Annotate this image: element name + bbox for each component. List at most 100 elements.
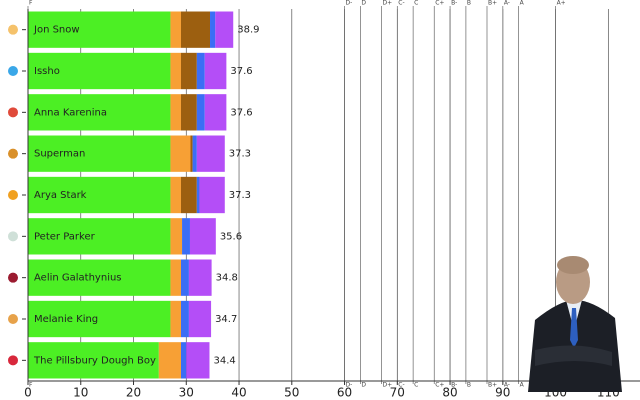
grade-label: A — [520, 382, 525, 389]
grade-label: F — [29, 382, 33, 389]
category-label: Superman — [34, 149, 85, 160]
bar-segment — [181, 176, 197, 214]
category-label: Aelin Galathynius — [34, 273, 122, 284]
category-label: Peter Parker — [34, 231, 96, 242]
grade-label: F — [29, 0, 33, 7]
grade-label: B+ — [488, 382, 497, 389]
meme-figure — [528, 256, 622, 392]
category-label: Arya Stark — [34, 190, 87, 201]
bar-segment — [181, 300, 189, 338]
category-label: The Pillsbury Dough Boy — [33, 355, 156, 366]
x-tick-label: 10 — [73, 386, 88, 400]
grade-label: D+ — [382, 382, 392, 389]
row-icon — [8, 355, 18, 366]
bar-segment — [28, 94, 171, 131]
grade-label: C — [414, 382, 418, 389]
grade-label: B- — [451, 0, 457, 7]
bar-segment — [192, 135, 197, 172]
bar-segment — [170, 52, 181, 90]
row-icon — [8, 272, 18, 283]
row-icon — [8, 66, 18, 76]
bar-segment — [28, 300, 171, 338]
grade-label: C+ — [435, 0, 444, 7]
bar-segment — [181, 11, 211, 48]
bar-segment — [204, 94, 227, 131]
bar-segment — [196, 52, 205, 90]
value-label: 34.8 — [216, 273, 238, 284]
bar-segment — [196, 176, 200, 214]
category-label: Melanie King — [34, 314, 98, 325]
x-tick-label: 80 — [442, 386, 457, 400]
category-label: Jon Snow — [33, 25, 80, 36]
grade-label: B+ — [488, 0, 497, 7]
bar-segment — [28, 259, 171, 296]
x-tick-label: 60 — [337, 386, 352, 400]
bar-segment — [188, 259, 212, 296]
bar-segment — [158, 342, 181, 379]
plot: F F D- D- D D D+ D+ C- C- C C C+ C+ B- B- B B B+ B+ A- A- A A A+… — [8, 0, 640, 400]
bar-segment — [28, 342, 159, 379]
bar-segment — [196, 94, 205, 131]
grade-label: C+ — [435, 382, 444, 389]
bar-segment — [181, 259, 189, 296]
bar-segment — [181, 52, 197, 90]
bar-segment — [181, 342, 187, 379]
bar-segment — [170, 218, 183, 255]
bar-segment — [170, 11, 181, 48]
x-tick-label: 0 — [24, 386, 32, 400]
row-icon — [8, 107, 18, 118]
bar-segment — [28, 135, 171, 172]
bar-segment — [196, 135, 225, 172]
bar-segment — [215, 11, 234, 48]
bar-segment — [182, 218, 190, 255]
bar-segment — [210, 11, 216, 48]
value-label: 38.9 — [237, 25, 259, 36]
x-tick-label: 90 — [495, 386, 510, 400]
grade-label: D — [361, 382, 366, 389]
bar-segment — [28, 52, 171, 90]
x-tick-label: 40 — [231, 386, 246, 400]
category-label: Issho — [34, 66, 60, 77]
value-label: 37.3 — [229, 190, 251, 201]
value-label: 34.7 — [215, 314, 237, 325]
value-label: 37.3 — [229, 149, 251, 160]
grade-label: C- — [398, 382, 404, 389]
grade-label: B- — [451, 382, 457, 389]
grade-label: D- — [346, 382, 353, 389]
bar-segment — [28, 176, 171, 214]
x-tick-label: 30 — [179, 386, 194, 400]
bar-segment — [170, 94, 181, 131]
bar-segment — [170, 259, 181, 296]
bar-segment — [188, 300, 212, 338]
bar-segment — [199, 176, 225, 214]
bar-segment — [170, 176, 181, 214]
bar-segment — [170, 135, 191, 172]
row-icon — [8, 190, 18, 200]
bar-segment — [189, 218, 216, 255]
grade-label: A — [520, 0, 525, 7]
value-label: 34.4 — [213, 355, 235, 366]
grade-label: B — [467, 382, 471, 389]
bar-segment — [28, 218, 171, 255]
row-icon — [8, 24, 18, 35]
row-icon — [8, 314, 18, 324]
bar-segment — [190, 135, 193, 172]
bar-segment — [181, 94, 197, 131]
value-label: 35.6 — [220, 231, 242, 242]
x-tick-label: 50 — [284, 386, 299, 400]
grade-label: D — [361, 0, 366, 7]
grade-label: D+ — [382, 0, 392, 7]
bar-segment — [204, 52, 227, 90]
grade-label: A+ — [557, 0, 566, 7]
row-icon — [8, 148, 18, 159]
grade-label: A- — [504, 382, 510, 389]
bar-segment — [186, 342, 210, 379]
grade-label: B — [467, 0, 471, 7]
x-tick-label: 20 — [126, 386, 141, 400]
row-icon — [8, 231, 18, 242]
bar-segment — [28, 11, 171, 48]
bar-segment — [170, 300, 181, 338]
grade-label: C- — [398, 0, 404, 7]
grade-label: C — [414, 0, 418, 7]
